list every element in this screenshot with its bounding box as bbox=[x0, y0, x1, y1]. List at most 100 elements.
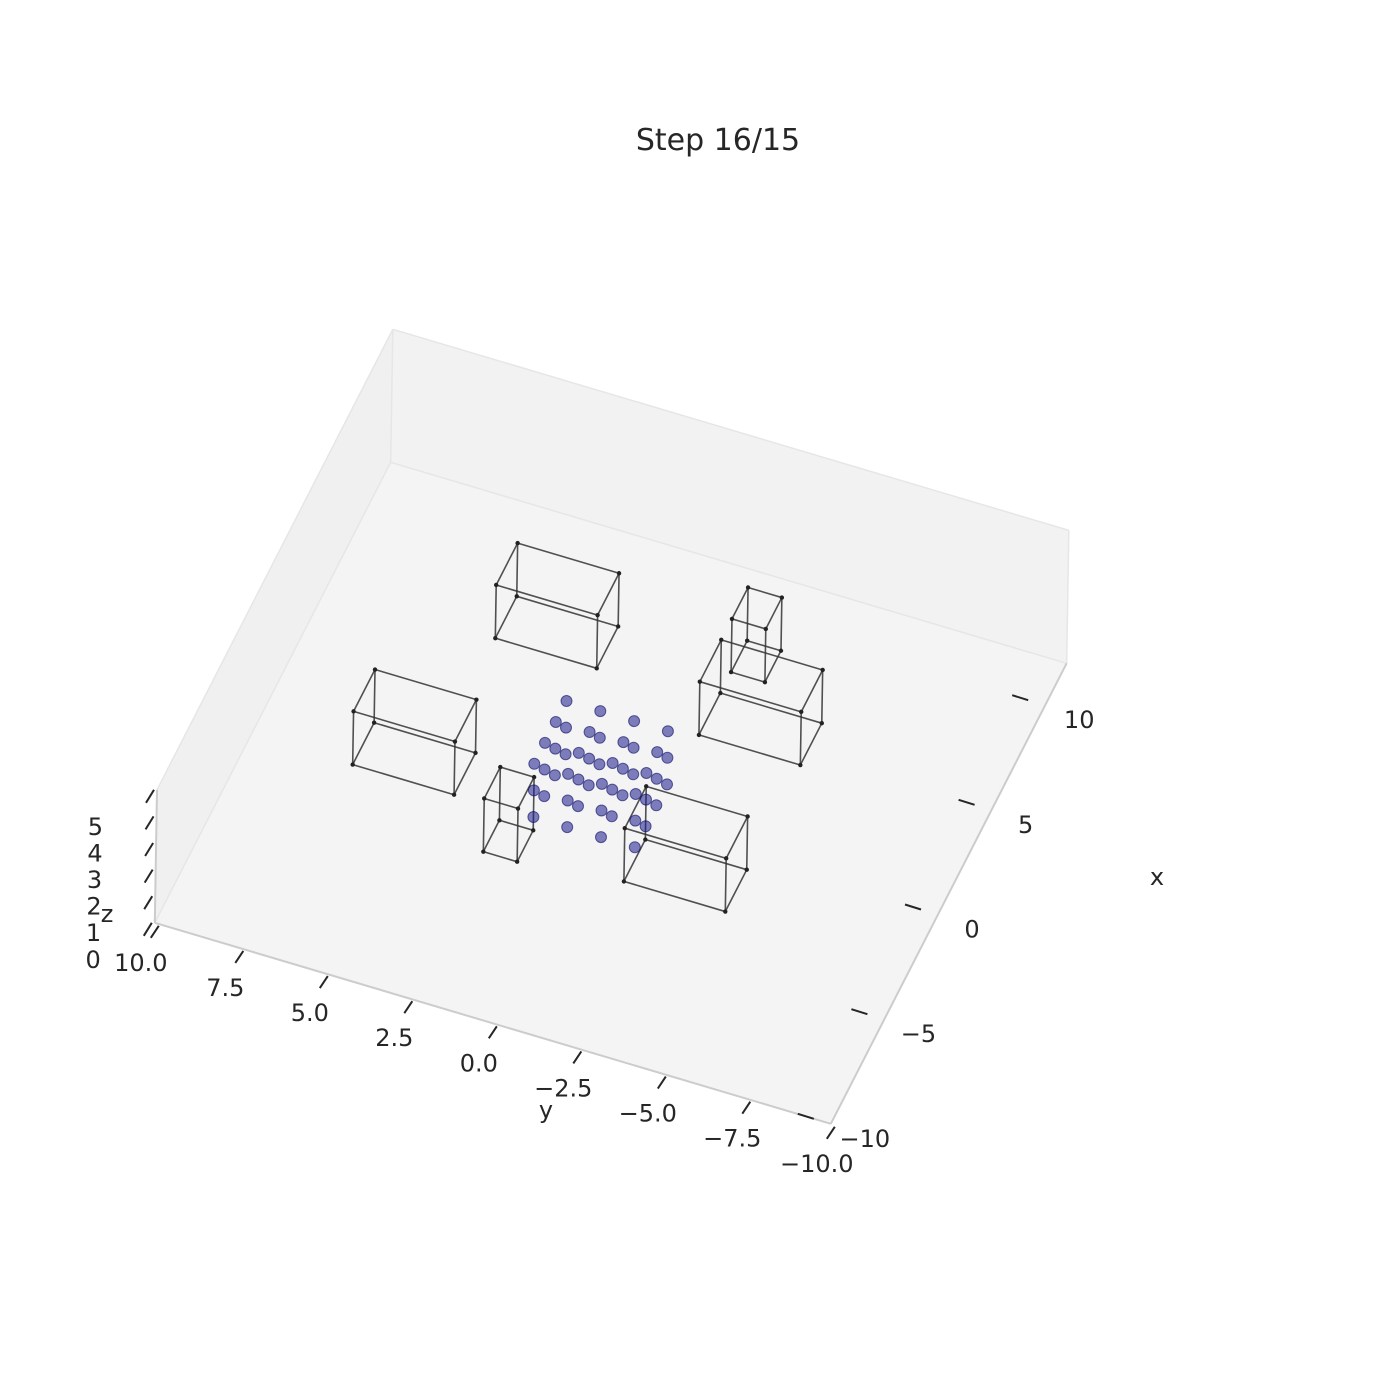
box-edge bbox=[495, 584, 598, 616]
pane-edge bbox=[390, 461, 1067, 665]
box-edge bbox=[483, 797, 519, 810]
box-edge bbox=[623, 828, 626, 882]
z-tick-label: 4 bbox=[87, 839, 102, 867]
pane-edge bbox=[1065, 530, 1070, 664]
box-vertex bbox=[621, 879, 627, 884]
box-vertex bbox=[799, 709, 804, 715]
box-vertex bbox=[697, 679, 703, 684]
box-edge bbox=[731, 618, 767, 630]
agent-point bbox=[548, 769, 561, 782]
agent-point bbox=[640, 793, 652, 806]
y-tick bbox=[825, 1126, 836, 1140]
box-edge bbox=[482, 798, 486, 852]
box-vertex bbox=[350, 762, 355, 767]
box-vertex bbox=[820, 667, 825, 673]
box-edge bbox=[516, 595, 619, 628]
box-edge bbox=[820, 669, 824, 724]
box-edge bbox=[698, 734, 801, 766]
box-vertex bbox=[644, 784, 649, 789]
box-edge bbox=[495, 542, 519, 586]
box-vertex bbox=[481, 849, 486, 854]
agent-point bbox=[583, 752, 596, 765]
box-edge bbox=[516, 829, 534, 863]
box-edge bbox=[699, 639, 722, 683]
left-wall-pane bbox=[154, 329, 393, 923]
box-edge bbox=[453, 741, 456, 795]
box-vertex bbox=[798, 762, 803, 768]
y-tick-label: 5.0 bbox=[291, 999, 329, 1027]
agent-point bbox=[629, 788, 642, 800]
box-edge bbox=[799, 722, 823, 766]
box-edge bbox=[624, 785, 647, 829]
agent-point bbox=[661, 751, 674, 764]
obstacle-box bbox=[350, 667, 479, 797]
box-edge bbox=[623, 839, 647, 882]
box-vertex bbox=[762, 679, 768, 685]
agent-point bbox=[616, 789, 629, 802]
agent-point bbox=[538, 790, 551, 803]
back-wall-pane bbox=[390, 329, 1069, 664]
box-vertex bbox=[452, 739, 458, 744]
box-vertex bbox=[531, 774, 537, 780]
agent-point bbox=[595, 777, 608, 790]
y-tick-label: −5.0 bbox=[619, 1100, 677, 1128]
agent-point bbox=[539, 736, 551, 749]
box-vertex bbox=[763, 626, 768, 632]
y-tick bbox=[234, 950, 245, 964]
box-edge bbox=[373, 669, 376, 723]
box-edge bbox=[351, 722, 375, 765]
agent-point bbox=[572, 773, 585, 786]
y-tick-label: 0.0 bbox=[460, 1049, 498, 1077]
box-edge bbox=[498, 767, 502, 821]
box-edge bbox=[623, 880, 726, 913]
box-vertex bbox=[371, 720, 377, 725]
box-edge bbox=[699, 680, 802, 713]
box-edge bbox=[352, 669, 376, 712]
agent-point bbox=[606, 757, 619, 769]
box-edge bbox=[624, 827, 727, 860]
box-vertex bbox=[696, 732, 702, 738]
box-edge bbox=[499, 819, 534, 832]
z-axis-line bbox=[153, 789, 158, 923]
box-vertex bbox=[744, 867, 749, 872]
box-vertex bbox=[515, 806, 521, 811]
agent-point bbox=[593, 731, 606, 744]
box-edge bbox=[516, 808, 519, 862]
agent-point bbox=[561, 821, 574, 834]
box-edge bbox=[764, 628, 767, 683]
y-tick-label: 10.0 bbox=[114, 949, 167, 977]
agent-point bbox=[560, 695, 573, 707]
box-edge bbox=[645, 838, 747, 871]
box-edge bbox=[500, 766, 535, 778]
agent-points bbox=[527, 695, 674, 854]
box-edge bbox=[352, 763, 455, 796]
box-edge bbox=[745, 816, 749, 870]
box-vertex bbox=[779, 595, 785, 600]
box-vertex bbox=[745, 585, 751, 590]
box-vertex bbox=[615, 624, 621, 629]
agent-point bbox=[595, 831, 607, 844]
box-vertex bbox=[473, 750, 478, 756]
agent-point bbox=[661, 778, 673, 791]
agent-point bbox=[561, 794, 574, 807]
z-tick bbox=[145, 789, 155, 804]
x-tick-label: 10 bbox=[1064, 706, 1095, 734]
agent-point bbox=[627, 768, 640, 781]
box-edge bbox=[731, 587, 749, 620]
agent-point bbox=[629, 814, 642, 827]
box-vertex bbox=[514, 859, 520, 864]
box-edge bbox=[746, 639, 782, 652]
agent-point bbox=[527, 811, 540, 823]
agent-point bbox=[560, 721, 572, 734]
y-tick-label: 7.5 bbox=[206, 974, 244, 1002]
box-edge bbox=[453, 752, 477, 796]
agent-point bbox=[583, 726, 596, 738]
agent-point bbox=[650, 799, 663, 812]
agent-point bbox=[528, 757, 541, 770]
axis-lines bbox=[153, 662, 1068, 1125]
box-vertex bbox=[451, 792, 457, 797]
box-edge bbox=[494, 595, 518, 639]
agent-point bbox=[650, 772, 663, 785]
agent-point bbox=[572, 800, 584, 813]
